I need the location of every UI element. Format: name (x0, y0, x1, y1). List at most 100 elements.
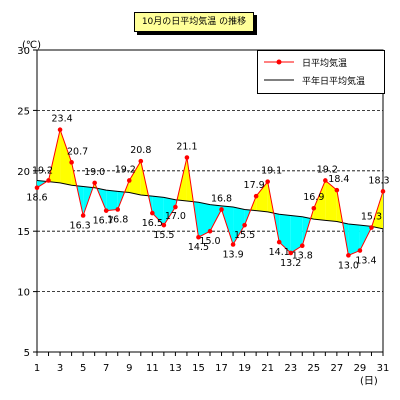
daily-temperature-point (276, 239, 282, 245)
x-tick-label: 21 (261, 363, 274, 374)
data-label: 14.1 (269, 247, 290, 258)
x-tick-label: 13 (169, 363, 182, 374)
y-tick-label: 5 (24, 348, 30, 359)
daily-temperature-point (34, 185, 40, 191)
daily-temperature-point (150, 210, 155, 216)
legend-marker-normal (264, 79, 294, 81)
data-label: 23.4 (51, 114, 72, 125)
data-label: 13.0 (338, 260, 359, 271)
legend-label-daily: 日平均気温 (302, 59, 348, 69)
daily-temperature-point (46, 178, 51, 183)
data-label: 16.9 (303, 192, 324, 203)
chart-title: 10月の日平均気温 の推移 (134, 12, 254, 32)
data-label: 13.4 (355, 256, 376, 267)
data-label: 18.4 (328, 174, 349, 185)
daily-temperature-point (346, 253, 351, 258)
data-label: 15.5 (153, 230, 174, 241)
deviation-fill (152, 196, 164, 226)
data-label: 19.2 (317, 164, 338, 175)
deviation-fill (256, 181, 268, 212)
x-tick-label: 27 (330, 363, 343, 374)
data-label: 16.7 (93, 216, 114, 227)
data-label: 18.6 (26, 193, 47, 204)
x-tick-label: 9 (126, 363, 132, 374)
daily-temperature-point (323, 178, 328, 183)
daily-temperature-point (242, 222, 247, 228)
data-label: 13.2 (280, 258, 301, 269)
daily-temperature-point (196, 234, 201, 240)
data-label: 16.8 (107, 214, 128, 225)
x-tick-label: 23 (284, 363, 297, 374)
x-tick-label: 5 (80, 363, 86, 374)
daily-temperature-point (57, 127, 63, 133)
daily-temperature-point (173, 204, 178, 210)
data-label: 17.0 (165, 211, 186, 222)
data-label: 21.1 (176, 142, 197, 153)
daily-temperature-point (115, 207, 121, 212)
legend: 日平均気温 平年日平均気温 (257, 50, 385, 94)
data-label: 19.2 (115, 164, 136, 175)
daily-temperature-point (311, 205, 317, 211)
y-tick-label: 20 (17, 167, 30, 178)
data-label: 16.8 (211, 193, 232, 204)
data-label: 19.1 (261, 166, 282, 177)
daily-temperature-point (126, 178, 132, 183)
deviation-fill (279, 214, 291, 253)
legend-item-daily: 日平均気温 (262, 56, 382, 70)
y-tick-label: 10 (17, 288, 30, 299)
x-tick-label: 7 (103, 363, 109, 374)
y-axis-unit: (℃) (22, 40, 42, 51)
x-tick-label: 3 (57, 363, 63, 374)
x-tick-label: 17 (215, 363, 228, 374)
daily-temperature-point (380, 189, 386, 194)
data-label: 16.5 (142, 218, 163, 229)
daily-temperature-point (369, 225, 374, 230)
deviation-fill (313, 180, 326, 221)
daily-temperature-point (219, 207, 224, 212)
legend-label-normal: 平年日平均気温 (302, 77, 366, 87)
deviation-fill (233, 207, 245, 245)
daily-temperature-point (138, 158, 144, 164)
data-label: 20.7 (67, 146, 88, 157)
x-tick-label: 19 (238, 363, 251, 374)
deviation-fill (163, 197, 176, 226)
deviation-fill (210, 204, 222, 232)
x-axis-unit: (日) (360, 376, 378, 387)
normal-temperature-line (36, 179, 384, 230)
deviation-fill (129, 161, 141, 195)
x-tick-label: 25 (307, 363, 320, 374)
data-label: 16.3 (70, 220, 91, 231)
data-label: 15.5 (234, 230, 255, 241)
daily-temperature-point (357, 248, 363, 253)
data-label: 19.0 (84, 167, 105, 178)
x-tick-label: 29 (354, 363, 367, 374)
deviation-fill (348, 223, 360, 256)
data-label: 19.2 (32, 165, 53, 176)
data-label: 18.3 (368, 175, 389, 186)
x-tick-label: 11 (146, 363, 159, 374)
x-tick-label: 15 (192, 363, 205, 374)
deviation-fill (60, 129, 72, 186)
daily-temperature-point (207, 228, 213, 234)
data-label: 15.0 (199, 236, 220, 247)
daily-temperature-point (184, 155, 190, 160)
daily-temperature-point (80, 213, 86, 218)
y-tick-label: 15 (17, 227, 30, 238)
daily-temperature-point (92, 180, 97, 186)
data-label: 14.5 (188, 242, 209, 253)
legend-item-normal: 平年日平均気温 (262, 74, 382, 88)
deviation-fill (198, 202, 210, 238)
daily-temperature-point (69, 160, 74, 165)
deviation-fill (325, 180, 337, 222)
data-label: 13.9 (222, 249, 243, 260)
data-label: 17.9 (244, 180, 265, 191)
daily-temperature-point (288, 250, 294, 256)
data-label: 13.8 (292, 251, 313, 262)
deviation-fill (290, 215, 303, 253)
x-tick-label: 1 (34, 363, 40, 374)
daily-temperature-point (334, 187, 340, 193)
daily-temperature-point (161, 222, 167, 228)
daily-temperature-point (103, 208, 109, 213)
daily-temperature-point (253, 193, 259, 199)
